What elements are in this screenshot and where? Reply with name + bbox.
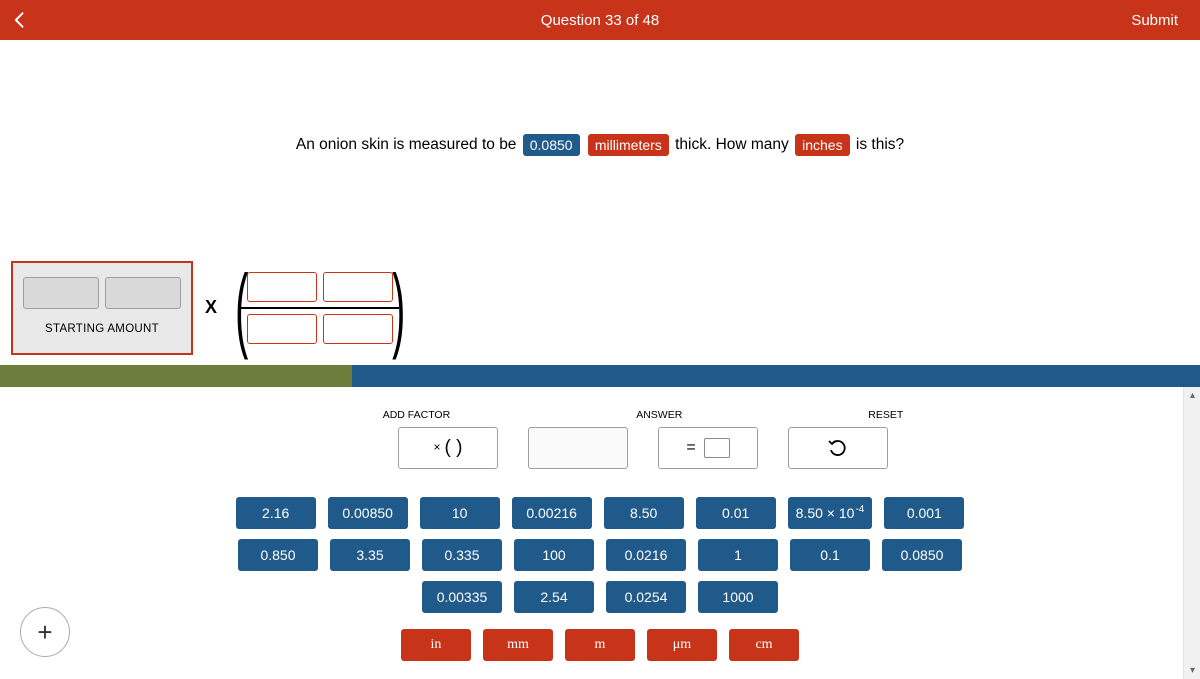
divider-olive (0, 365, 352, 387)
question-value-pill: 0.0850 (523, 134, 580, 156)
conversion-factor[interactable]: ( ) (226, 261, 415, 355)
number-tile[interactable]: 0.00335 (422, 581, 502, 613)
factor-num-unit-slot[interactable] (323, 272, 393, 302)
multiply-icon: X (205, 297, 217, 318)
question-unit-to-pill: inches (795, 134, 849, 156)
divider-blue (352, 365, 1200, 387)
question-pre: An onion skin is measured to be (296, 136, 521, 153)
question-counter: Question 33 of 48 (541, 12, 659, 29)
submit-button[interactable]: Submit (1109, 12, 1200, 29)
number-tile[interactable]: 2.54 (514, 581, 594, 613)
scroll-down-button[interactable]: ▾ (1184, 662, 1200, 679)
question-post: is this? (856, 136, 904, 153)
undo-icon (826, 436, 850, 460)
number-tile[interactable]: 0.1 (790, 539, 870, 571)
number-tile[interactable]: 8.50 × 10-4 (788, 497, 873, 529)
number-tile[interactable]: 0.00850 (328, 497, 408, 529)
add-factor-button[interactable]: ( ) (398, 427, 498, 469)
number-tile[interactable]: 0.0216 (606, 539, 686, 571)
unit-tile[interactable]: m (565, 629, 635, 661)
question-unit-from-pill: millimeters (588, 134, 669, 156)
number-tile[interactable]: 0.0254 (606, 581, 686, 613)
fraction-bar (241, 307, 399, 309)
topbar: Question 33 of 48 Submit (0, 0, 1200, 40)
starting-value-slot[interactable] (23, 277, 99, 309)
number-tile[interactable]: 0.00216 (512, 497, 592, 529)
add-factor-label: ADD FACTOR (383, 409, 450, 421)
equals-icon: = (686, 439, 695, 457)
starting-unit-slot[interactable] (105, 277, 181, 309)
number-tile[interactable]: 0.001 (884, 497, 964, 529)
number-tile[interactable]: 8.50 (604, 497, 684, 529)
number-tile[interactable]: 3.35 (330, 539, 410, 571)
answer-label: ANSWER (636, 409, 682, 421)
number-tile[interactable]: 0.0850 (882, 539, 962, 571)
tool-area: ADD FACTOR ANSWER RESET ( ) = 2.16 0.0085… (0, 387, 1200, 679)
right-paren-icon: ) (392, 273, 405, 343)
dimensional-analysis-row: STARTING AMOUNT X ( ) (0, 250, 1200, 365)
scroll-up-button[interactable]: ▴ (1184, 387, 1200, 404)
number-tile[interactable]: 2.16 (236, 497, 316, 529)
number-tile[interactable]: 0.335 (422, 539, 502, 571)
unit-tile[interactable]: mm (483, 629, 553, 661)
number-tile[interactable]: 1 (698, 539, 778, 571)
chevron-left-icon (10, 10, 30, 30)
unit-tile[interactable]: cm (729, 629, 799, 661)
tile-palette: 2.16 0.00850 10 0.00216 8.50 0.01 8.50 × 10-4 0… (0, 497, 1200, 661)
add-fab-button[interactable]: + (20, 607, 70, 657)
scrollbar[interactable]: ▴ ▾ (1183, 387, 1200, 679)
starting-amount-box[interactable]: STARTING AMOUNT (11, 261, 193, 355)
question-text: An onion skin is measured to be 0.0850 m… (0, 40, 1200, 250)
question-mid: thick. How many (675, 136, 793, 153)
scroll-track[interactable] (1184, 404, 1200, 662)
number-tile[interactable]: 0.01 (696, 497, 776, 529)
left-paren-icon: ( (235, 273, 248, 343)
factor-den-unit-slot[interactable] (323, 314, 393, 344)
reset-label: RESET (868, 409, 903, 421)
number-tile[interactable]: 1000 (698, 581, 778, 613)
blank-slot[interactable] (528, 427, 628, 469)
back-button[interactable] (0, 0, 40, 40)
divider-strip (0, 365, 1200, 387)
number-tile[interactable]: 0.850 (238, 539, 318, 571)
reset-button[interactable] (788, 427, 888, 469)
factor-den-value-slot[interactable] (247, 314, 317, 344)
number-tile[interactable]: 10 (420, 497, 500, 529)
starting-amount-label: STARTING AMOUNT (45, 323, 159, 335)
factor-num-value-slot[interactable] (247, 272, 317, 302)
answer-button[interactable]: = (658, 427, 758, 469)
answer-box-icon (704, 438, 730, 458)
unit-tile[interactable]: μm (647, 629, 717, 661)
unit-tile[interactable]: in (401, 629, 471, 661)
number-tile[interactable]: 100 (514, 539, 594, 571)
